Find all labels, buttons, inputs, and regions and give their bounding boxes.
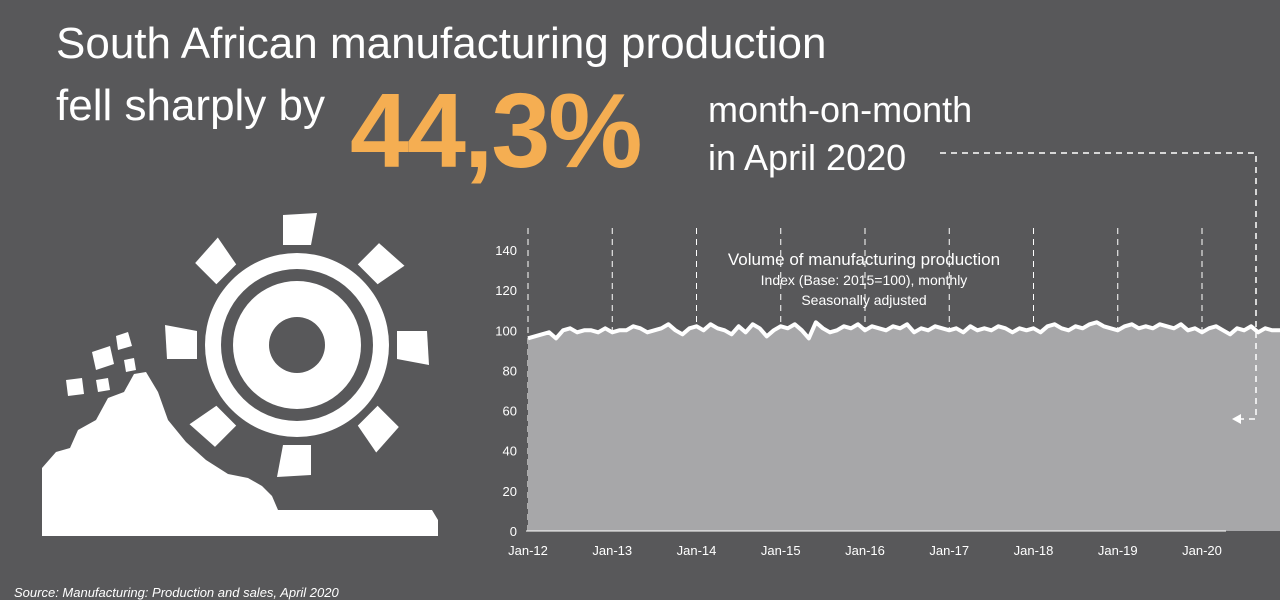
debris-piece <box>66 378 84 396</box>
gear-tooth <box>195 237 237 285</box>
factory-gear-crusher-icon <box>42 213 438 536</box>
x-tick-label: Jan-15 <box>761 543 801 558</box>
headline-line-1: South African manufacturing production <box>56 19 827 68</box>
gear-hub <box>269 317 325 373</box>
x-tick-label: Jan-14 <box>677 543 717 558</box>
callout-arrowhead <box>1232 414 1241 424</box>
chart-subtitle-1: Index (Base: 2015=100), monthly <box>761 272 968 288</box>
debris-piece <box>96 378 110 392</box>
gear-tooth <box>357 405 399 453</box>
y-tick-label: 140 <box>495 243 517 258</box>
source-note: Source: Manufacturing: Production and sa… <box>14 585 339 600</box>
debris-piece <box>116 332 132 350</box>
gear-tooth <box>357 243 405 285</box>
x-tick-label: Jan-18 <box>1014 543 1054 558</box>
y-tick-label: 120 <box>495 283 517 298</box>
y-tick-label: 0 <box>510 524 517 539</box>
headline-suffix-1: month-on-month <box>708 89 973 130</box>
y-tick-label: 60 <box>503 404 517 419</box>
headline-line-2: fell sharply by <box>56 81 326 130</box>
y-tick-label: 40 <box>503 444 517 459</box>
callout-connector <box>940 152 1257 420</box>
y-tick-label: 20 <box>503 484 517 499</box>
x-tick-label: Jan-13 <box>592 543 632 558</box>
x-tick-label: Jan-17 <box>929 543 969 558</box>
gear-tooth <box>189 405 237 447</box>
x-tick-label: Jan-12 <box>508 543 548 558</box>
broken-ground <box>42 372 438 536</box>
chart-title: Volume of manufacturing production <box>728 250 1000 269</box>
series-line <box>527 320 1280 341</box>
series-area <box>528 322 1280 531</box>
gear-tooth <box>397 331 429 365</box>
gear-tooth <box>283 213 317 245</box>
x-axis-ticks: Jan-12 Jan-13 Jan-14 Jan-15 Jan-16 Jan-17 Jan-… <box>508 543 1222 558</box>
y-tick-label: 80 <box>503 363 517 378</box>
debris-piece <box>92 346 114 370</box>
chart-subtitle-2: Seasonally adjusted <box>801 292 926 308</box>
y-axis-ticks: 0 20 40 60 80 100 120 140 <box>495 243 517 539</box>
x-tick-label: Jan-16 <box>845 543 885 558</box>
x-tick-label: Jan-20 <box>1182 543 1222 558</box>
debris-piece <box>124 358 136 372</box>
headline-suffix-2: in April 2020 <box>708 137 907 178</box>
gear-tooth <box>277 445 311 477</box>
x-tick-label: Jan-19 <box>1098 543 1138 558</box>
y-tick-label: 100 <box>495 323 517 338</box>
headline-figure: 44,3% <box>350 72 643 190</box>
gear-tooth <box>165 325 197 359</box>
